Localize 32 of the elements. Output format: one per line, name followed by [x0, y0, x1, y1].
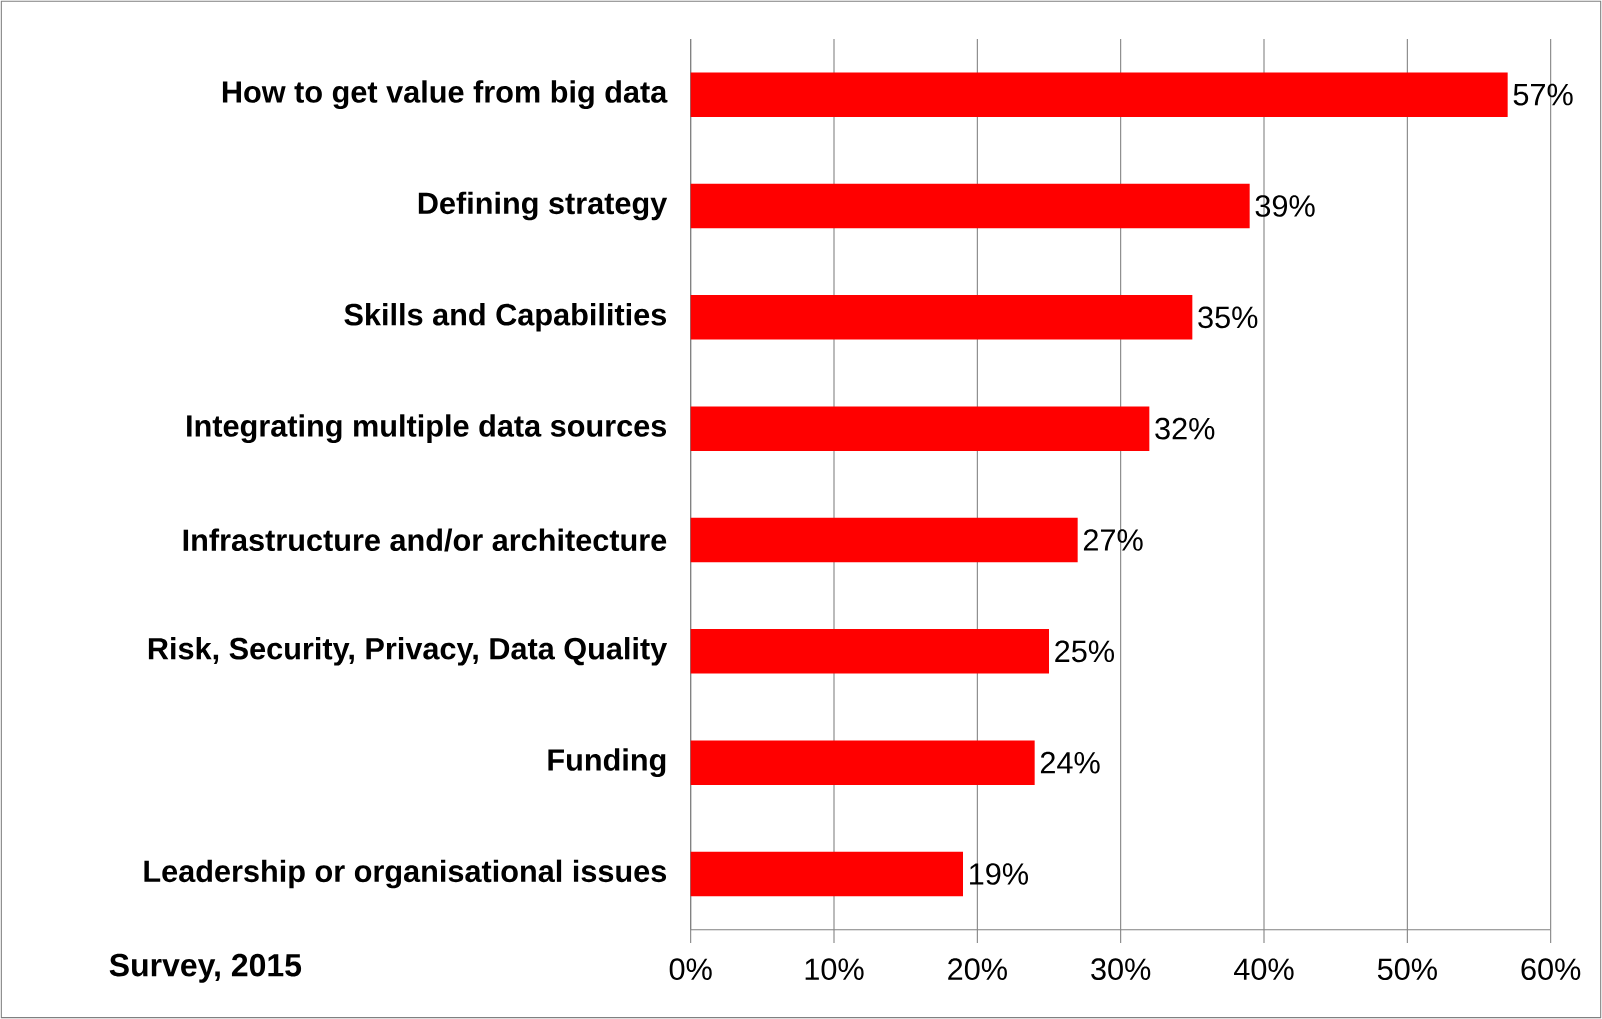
bar — [690, 183, 1250, 229]
bar — [690, 295, 1193, 340]
bar — [690, 406, 1150, 451]
data-label: 27% — [1083, 529, 1143, 551]
data-label: 39% — [1255, 195, 1315, 217]
x-tick-label: 10% — [805, 958, 864, 981]
y-tick-label: Infrastructure and/or architecture — [183, 528, 667, 552]
y-tick-label: How to get value from big data — [222, 80, 668, 110]
y-tick-label: Integrating multiple data sources — [187, 414, 667, 444]
y-tick-label: Skills and Capabilities — [344, 303, 667, 332]
bar — [690, 851, 963, 897]
text: Survey, 2015 — [109, 953, 302, 983]
x-tick-label: 30% — [1091, 958, 1151, 981]
data-label: 32% — [1155, 417, 1215, 440]
data-label: 25% — [1055, 640, 1114, 663]
bar — [690, 517, 1078, 563]
data-label: 57% — [1513, 83, 1573, 106]
x-tick-label: 50% — [1377, 958, 1437, 981]
bar — [690, 72, 1508, 117]
bar — [690, 740, 1035, 785]
data-label: 35% — [1198, 306, 1258, 329]
data-label: 24% — [1040, 751, 1100, 774]
y-tick-label: Risk, Security, Privacy, Data Quality — [148, 637, 668, 666]
x-tick-label: 40% — [1234, 958, 1294, 981]
y-tick-label: Funding — [548, 748, 666, 778]
y-tick-label: Leadership or organisational issues — [144, 859, 667, 889]
x-tick-label: 0% — [669, 958, 712, 981]
bar — [690, 629, 1050, 674]
y-tick-label: Defining strategy — [418, 191, 668, 221]
x-tick-label: 20% — [948, 958, 1007, 981]
x-tick-label: 60% — [1521, 958, 1581, 981]
data-label: 19% — [970, 863, 1028, 885]
